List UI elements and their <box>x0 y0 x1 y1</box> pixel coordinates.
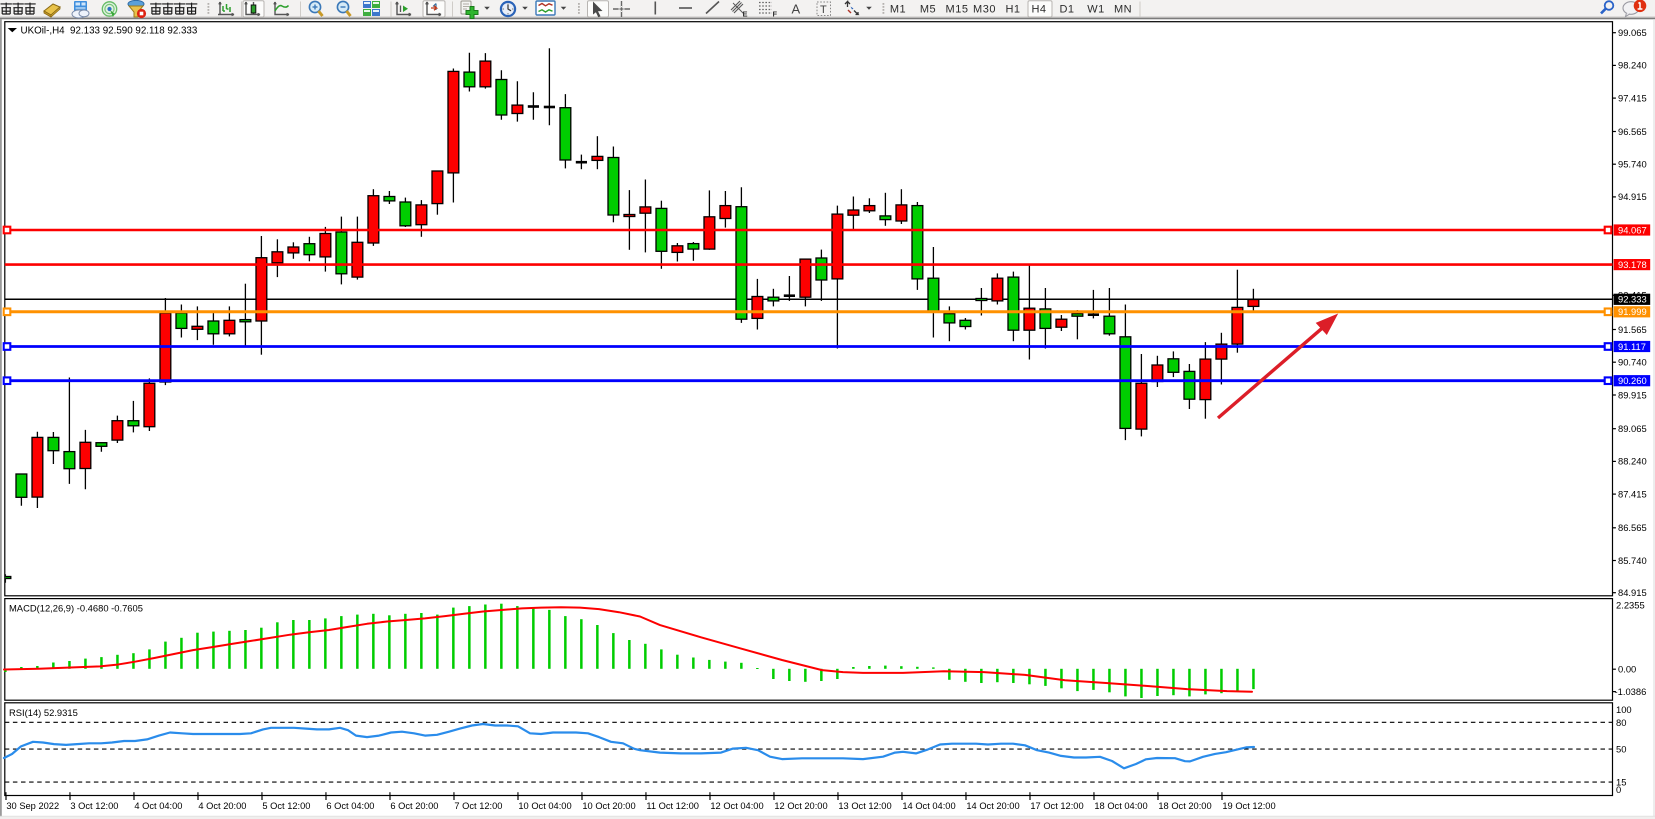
svg-text:2.2355: 2.2355 <box>1616 599 1645 610</box>
svg-text:17 Oct 12:00: 17 Oct 12:00 <box>1030 801 1083 811</box>
svg-text:RSI(14) 52.9315: RSI(14) 52.9315 <box>9 707 78 718</box>
svg-text:13 Oct 12:00: 13 Oct 12:00 <box>838 801 891 811</box>
svg-text:12 Oct 04:00: 12 Oct 04:00 <box>710 801 763 811</box>
svg-text:6 Oct 20:00: 6 Oct 20:00 <box>390 801 438 811</box>
svg-text:M5: M5 <box>920 4 936 16</box>
svg-text:99.065: 99.065 <box>1618 27 1647 38</box>
svg-text:14 Oct 20:00: 14 Oct 20:00 <box>966 801 1019 811</box>
svg-text:94.067: 94.067 <box>1618 224 1647 235</box>
svg-text:10 Oct 04:00: 10 Oct 04:00 <box>518 801 571 811</box>
svg-text:6 Oct 04:00: 6 Oct 04:00 <box>326 801 374 811</box>
svg-text:4 Oct 20:00: 4 Oct 20:00 <box>198 801 246 811</box>
svg-text:7 Oct 12:00: 7 Oct 12:00 <box>454 801 502 811</box>
svg-text:91.117: 91.117 <box>1618 341 1646 352</box>
svg-text:UKOil-,H4 92.133 92.590 92.11: UKOil-,H4 92.133 92.590 92.118 92.333 <box>21 25 198 36</box>
svg-text:M15: M15 <box>946 4 969 16</box>
svg-text:97.415: 97.415 <box>1618 92 1647 103</box>
svg-text:84.915: 84.915 <box>1618 587 1647 598</box>
svg-text:3 Oct 12:00: 3 Oct 12:00 <box>70 801 118 811</box>
svg-text:85.740: 85.740 <box>1618 555 1647 566</box>
svg-text:90.260: 90.260 <box>1618 375 1647 386</box>
svg-text:MN: MN <box>1114 4 1132 16</box>
svg-text:5 Oct 12:00: 5 Oct 12:00 <box>262 801 310 811</box>
svg-text:19 Oct 12:00: 19 Oct 12:00 <box>1222 801 1275 811</box>
svg-text:12 Oct 20:00: 12 Oct 20:00 <box>774 801 827 811</box>
svg-text:4 Oct 04:00: 4 Oct 04:00 <box>134 801 182 811</box>
svg-text:MACD(12,26,9) -0.4680 -0.7605: MACD(12,26,9) -0.4680 -0.7605 <box>9 603 143 614</box>
svg-text:D1: D1 <box>1059 4 1074 16</box>
svg-text:F: F <box>773 10 778 19</box>
svg-text:90.740: 90.740 <box>1618 357 1647 368</box>
svg-text:94.915: 94.915 <box>1618 191 1647 202</box>
svg-text:96.565: 96.565 <box>1618 126 1647 137</box>
svg-text:86.565: 86.565 <box>1618 522 1647 533</box>
svg-text:M1: M1 <box>890 4 906 16</box>
svg-text:15: 15 <box>1616 777 1626 788</box>
svg-text:E: E <box>743 10 748 19</box>
svg-text:18 Oct 04:00: 18 Oct 04:00 <box>1094 801 1147 811</box>
svg-text:18 Oct 20:00: 18 Oct 20:00 <box>1158 801 1211 811</box>
svg-text:T: T <box>820 4 827 16</box>
svg-text:100: 100 <box>1616 704 1632 715</box>
svg-text:91.999: 91.999 <box>1618 306 1647 317</box>
svg-text:0.00: 0.00 <box>1618 664 1636 675</box>
svg-text:91.565: 91.565 <box>1618 324 1647 335</box>
svg-text:0: 0 <box>1616 784 1621 795</box>
svg-text:H4: H4 <box>1031 4 1046 16</box>
svg-text:A: A <box>792 2 801 17</box>
svg-text:98.240: 98.240 <box>1618 60 1647 71</box>
svg-text:92.333: 92.333 <box>1618 294 1647 305</box>
svg-text:10 Oct 20:00: 10 Oct 20:00 <box>582 801 635 811</box>
svg-text:95.740: 95.740 <box>1618 159 1647 170</box>
svg-text:H1: H1 <box>1005 4 1020 16</box>
svg-text:89.915: 89.915 <box>1618 389 1647 400</box>
svg-text:M30: M30 <box>973 4 996 16</box>
svg-text:30 Sep 2022: 30 Sep 2022 <box>6 801 59 811</box>
svg-text:-1.0386: -1.0386 <box>1615 686 1647 697</box>
svg-text:W1: W1 <box>1087 4 1105 16</box>
svg-text:14 Oct 04:00: 14 Oct 04:00 <box>902 801 955 811</box>
svg-text:80: 80 <box>1616 717 1626 728</box>
svg-text:93.178: 93.178 <box>1618 259 1647 270</box>
svg-text:88.240: 88.240 <box>1618 456 1647 467</box>
svg-text:89.065: 89.065 <box>1618 423 1647 434</box>
svg-text:11 Oct 12:00: 11 Oct 12:00 <box>646 801 699 811</box>
svg-text:50: 50 <box>1616 744 1626 755</box>
svg-text:87.415: 87.415 <box>1618 488 1647 499</box>
